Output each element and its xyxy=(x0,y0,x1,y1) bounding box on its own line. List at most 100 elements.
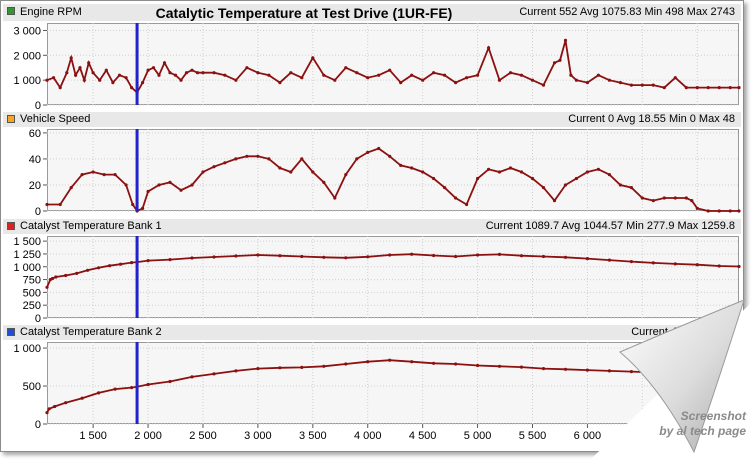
legend-swatch-catalyst-bank-1 xyxy=(7,222,15,230)
data-point-vehicle-speed xyxy=(322,180,326,184)
series-label-catalyst-bank-2: Catalyst Temperature Bank 2 xyxy=(20,326,162,338)
data-point-vehicle-speed xyxy=(508,166,513,170)
data-point-engine-rpm xyxy=(706,86,710,90)
data-point-vehicle-speed xyxy=(69,186,73,190)
data-point-vehicle-speed xyxy=(300,157,304,161)
data-point-catalyst-bank-1 xyxy=(130,261,134,265)
data-point-catalyst-bank-2 xyxy=(146,382,150,387)
data-point-vehicle-speed xyxy=(366,150,370,154)
data-point-vehicle-speed xyxy=(289,170,293,174)
series-line-engine-rpm xyxy=(46,40,739,95)
data-point-engine-rpm xyxy=(673,76,677,80)
y-tick-label-vehicle-speed: 20 xyxy=(29,180,41,192)
y-tick-label-engine-rpm: 1 000 xyxy=(13,75,41,87)
data-point-vehicle-speed xyxy=(552,199,557,203)
data-point-engine-rpm xyxy=(552,61,557,65)
data-point-vehicle-speed xyxy=(585,170,590,174)
data-point-vehicle-speed xyxy=(596,167,601,171)
data-point-vehicle-speed xyxy=(377,146,381,151)
data-point-catalyst-bank-1 xyxy=(256,253,260,257)
y-tick-label-catalyst-bank-1: 1 250 xyxy=(13,249,41,261)
x-tick-label: 4 000 xyxy=(354,430,382,442)
data-point-engine-rpm xyxy=(432,71,436,75)
data-point-engine-rpm xyxy=(454,81,458,85)
series-line-catalyst-bank-1 xyxy=(46,253,740,288)
legend-swatch-catalyst-bank-2 xyxy=(7,328,15,336)
data-point-engine-rpm xyxy=(728,86,732,90)
y-tick-label-catalyst-bank-2: 1 000 xyxy=(13,343,41,355)
data-point-catalyst-bank-2 xyxy=(497,364,502,368)
data-point-catalyst-bank-2 xyxy=(432,361,436,365)
data-point-vehicle-speed xyxy=(102,173,106,177)
data-point-catalyst-bank-1 xyxy=(119,262,123,266)
data-point-engine-rpm xyxy=(234,78,238,82)
data-point-catalyst-bank-2 xyxy=(212,372,216,376)
data-point-engine-rpm xyxy=(223,73,227,77)
data-point-engine-rpm xyxy=(541,83,546,87)
data-point-vehicle-speed xyxy=(487,167,491,171)
data-point-catalyst-bank-1 xyxy=(454,254,458,259)
data-point-vehicle-speed xyxy=(651,199,655,203)
data-point-engine-rpm xyxy=(184,71,189,75)
data-point-catalyst-bank-1 xyxy=(737,264,741,269)
data-point-vehicle-speed xyxy=(629,186,634,190)
legend-swatch-engine-rpm xyxy=(7,7,15,15)
data-point-catalyst-bank-2 xyxy=(607,369,612,373)
y-tick-label-catalyst-bank-1: 500 xyxy=(23,287,41,299)
data-point-vehicle-speed xyxy=(141,206,145,210)
data-point-engine-rpm xyxy=(737,86,741,90)
data-point-vehicle-speed xyxy=(131,202,135,207)
data-point-engine-rpm xyxy=(355,71,359,75)
data-point-engine-rpm xyxy=(104,68,108,72)
watermark-line-1: Screenshot xyxy=(680,409,746,423)
x-tick-label: 4 500 xyxy=(409,430,437,442)
x-tick-label: 5 500 xyxy=(519,430,547,442)
data-point-catalyst-bank-1 xyxy=(108,264,112,268)
data-point-catalyst-bank-1 xyxy=(541,254,546,259)
data-point-engine-rpm xyxy=(465,76,469,80)
data-point-vehicle-speed xyxy=(574,176,579,181)
data-point-catalyst-bank-2 xyxy=(673,372,677,376)
data-point-catalyst-bank-1 xyxy=(234,254,238,258)
data-point-catalyst-bank-1 xyxy=(86,268,90,272)
data-point-engine-rpm xyxy=(278,81,282,85)
data-point-vehicle-speed xyxy=(212,165,216,169)
series-label-catalyst-bank-1: Catalyst Temperature Bank 1 xyxy=(20,220,162,232)
data-point-engine-rpm xyxy=(151,66,156,70)
data-point-engine-rpm xyxy=(91,71,95,75)
data-point-vehicle-speed xyxy=(695,206,699,210)
data-point-engine-rpm xyxy=(684,86,688,90)
data-point-engine-rpm xyxy=(162,61,167,65)
data-point-engine-rpm xyxy=(618,81,623,85)
x-tick-label: 2 000 xyxy=(134,430,162,442)
data-point-catalyst-bank-1 xyxy=(366,255,370,259)
data-point-engine-rpm xyxy=(179,78,183,82)
y-tick-label-vehicle-speed: 40 xyxy=(29,154,41,166)
watermark-line-2: by al tech page xyxy=(659,424,746,438)
data-point-vehicle-speed xyxy=(443,186,447,190)
data-point-vehicle-speed xyxy=(684,196,688,200)
data-point-engine-rpm xyxy=(563,38,568,43)
data-point-catalyst-bank-2 xyxy=(519,365,524,369)
series-stats-catalyst-bank-1: Current 1089.7 Avg 1044.57 Min 277.9 Max… xyxy=(485,220,735,232)
data-point-vehicle-speed xyxy=(607,173,612,177)
data-point-engine-rpm xyxy=(629,83,634,87)
data-point-vehicle-speed xyxy=(673,196,677,200)
data-point-engine-rpm xyxy=(497,78,502,82)
data-point-catalyst-bank-2 xyxy=(113,387,117,391)
data-point-catalyst-bank-1 xyxy=(146,259,150,263)
data-point-catalyst-bank-1 xyxy=(651,261,655,265)
series-line-vehicle-speed xyxy=(47,147,739,213)
data-point-vehicle-speed xyxy=(58,202,62,207)
data-point-engine-rpm xyxy=(558,58,562,62)
data-point-catalyst-bank-2 xyxy=(476,363,480,368)
data-point-vehicle-speed xyxy=(146,189,150,194)
data-point-engine-rpm xyxy=(69,56,73,60)
y-tick-label-catalyst-bank-1: 1 500 xyxy=(13,236,41,248)
data-point-engine-rpm xyxy=(190,68,194,72)
data-point-engine-rpm xyxy=(607,78,612,82)
data-point-engine-rpm xyxy=(195,71,200,75)
data-point-catalyst-bank-1 xyxy=(476,253,480,257)
data-point-catalyst-bank-2 xyxy=(190,375,194,379)
data-point-engine-rpm xyxy=(366,76,370,80)
